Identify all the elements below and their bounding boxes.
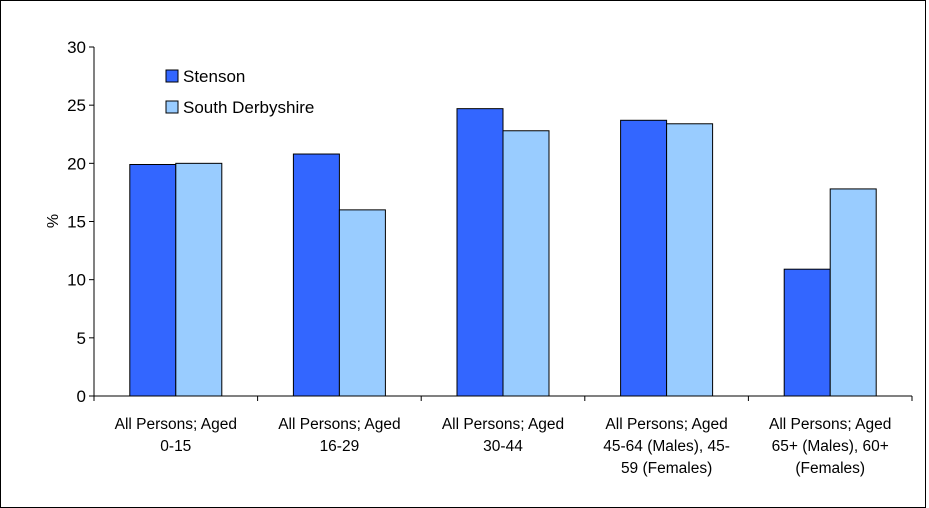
x-tick-label: 59 (Females) — [621, 460, 712, 477]
bar-stenson — [292, 153, 340, 397]
y-axis: 0 5 10 15 20 25 30 — [67, 38, 95, 406]
bar-stenson — [783, 268, 831, 397]
y-tick-label: 25 — [67, 96, 86, 115]
x-tick-labels: All Persons; Aged 0-15 All Persons; Aged 16… — [115, 416, 892, 477]
x-tick-label: 65+ (Males), 60+ — [772, 438, 889, 455]
x-tick-label: 16-29 — [320, 438, 360, 455]
legend-swatch — [165, 100, 179, 114]
bar-south-derbyshire — [502, 130, 550, 397]
y-axis-label: % — [45, 214, 62, 228]
x-tick-label: 30-44 — [483, 438, 523, 455]
bar-stenson — [129, 163, 177, 397]
bar-stenson — [620, 119, 668, 397]
y-tick-label: 30 — [67, 38, 86, 57]
x-tick-label: 0-15 — [160, 438, 191, 455]
bar-south-derbyshire — [666, 123, 714, 397]
bar-south-derbyshire — [829, 188, 877, 397]
y-tick-label: 0 — [77, 387, 86, 406]
legend-label: South Derbyshire — [183, 98, 314, 117]
bar-stenson — [456, 108, 504, 397]
bar-south-derbyshire — [338, 209, 386, 397]
y-tick-label: 20 — [67, 154, 86, 173]
x-tick-label: 45-64 (Males), 45- — [603, 438, 730, 455]
x-tick-label: All Persons; Aged — [769, 416, 891, 433]
x-tick-label: All Persons; Aged — [605, 416, 727, 433]
legend-swatch — [165, 69, 179, 83]
legend-label: Stenson — [183, 67, 245, 86]
x-tick-label: (Females) — [795, 460, 865, 477]
y-tick-label: 5 — [77, 329, 86, 348]
x-tick-label: All Persons; Aged — [442, 416, 564, 433]
bar-south-derbyshire — [175, 162, 223, 397]
y-tick-label: 10 — [67, 271, 86, 290]
legend: Stenson South Derbyshire — [165, 67, 314, 117]
bars — [129, 108, 877, 397]
x-tick-label: All Persons; Aged — [278, 416, 400, 433]
x-tick-label: All Persons; Aged — [115, 416, 237, 433]
y-tick-label: 15 — [67, 213, 86, 232]
